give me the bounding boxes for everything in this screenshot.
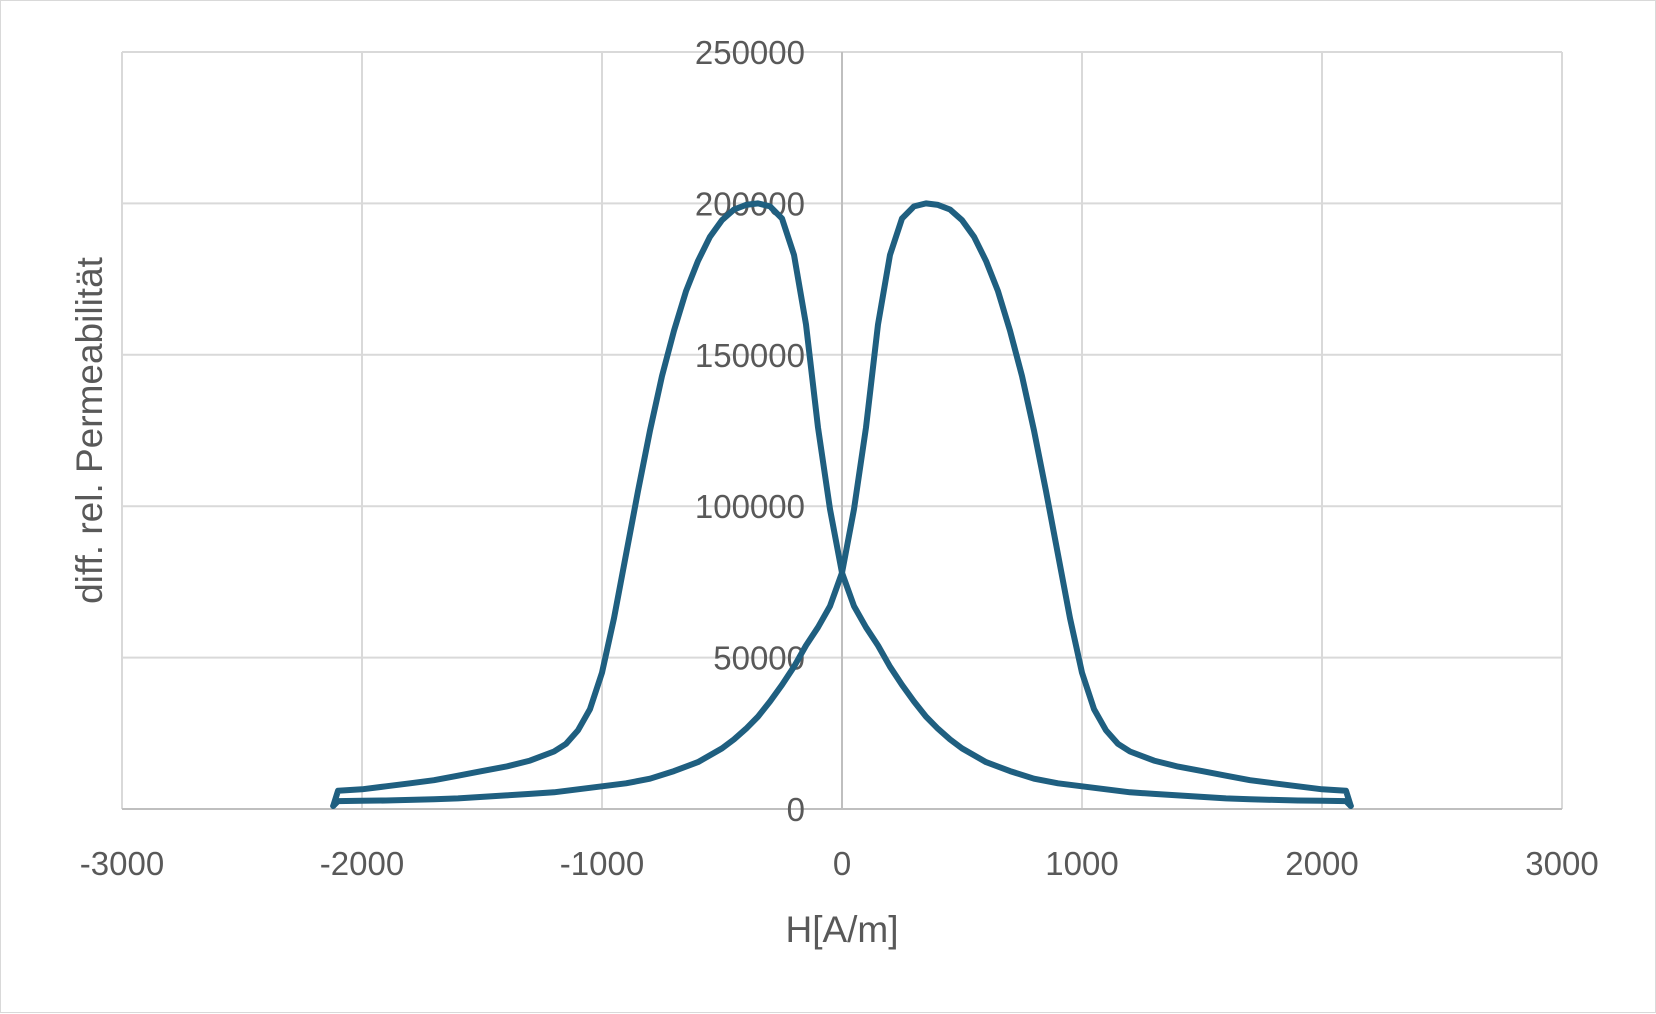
x-tick-label: 2000 — [1285, 845, 1358, 882]
y-tick-label: 100000 — [695, 488, 805, 525]
x-tick-label: 1000 — [1045, 845, 1118, 882]
x-tick-label: -3000 — [80, 845, 164, 882]
x-tick-label: -1000 — [560, 845, 644, 882]
series-layer — [330, 200, 1354, 809]
y-tick-label: 0 — [787, 791, 805, 828]
y-tick-label: 250000 — [695, 34, 805, 71]
series-line-2 — [330, 200, 1354, 809]
x-tick-label: 3000 — [1525, 845, 1598, 882]
x-tick-label: -2000 — [320, 845, 404, 882]
x-axis-title: H[A/m] — [785, 909, 898, 950]
y-tick-label: 150000 — [695, 337, 805, 374]
axes — [122, 52, 1562, 810]
y-axis-title: diff. rel. Permeabilität — [69, 256, 110, 604]
x-tick-label: 0 — [833, 845, 851, 882]
x-axis-tick-labels: -3000 -2000 -1000 0 1000 2000 3000 — [80, 845, 1599, 882]
series-line-1 — [330, 200, 1354, 809]
